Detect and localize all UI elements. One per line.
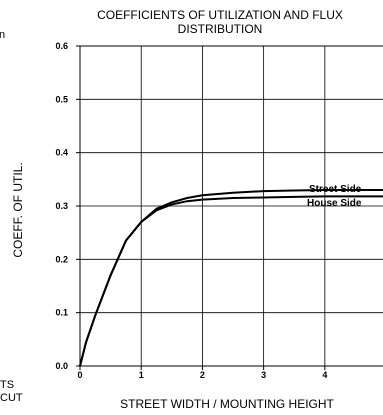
y-tick-label: 0.4 (55, 148, 68, 158)
x-tick-label: 4 (322, 370, 327, 380)
y-tick-label: 0.5 (55, 94, 68, 104)
y-tick-label: 0.6 (55, 41, 68, 51)
x-tick-label: 0 (77, 370, 82, 380)
house-side-label: House Side (307, 198, 362, 209)
chart-title: COEFFICIENTS OF UTILIZATION AND FLUX DIS… (20, 8, 383, 36)
house-side-line (79, 195, 383, 367)
street-side-label: Street Side (309, 184, 362, 195)
y-tick-label: 0.3 (55, 201, 68, 211)
chart-title-line-2: DISTRIBUTION (177, 22, 263, 36)
chart-title-line-1: COEFFICIENTS OF UTILIZATION AND FLUX (97, 8, 343, 22)
cut-off-text-fragment: TS (0, 379, 15, 391)
x-tick-label: 2 (200, 370, 205, 380)
y-tick-label: 0.2 (55, 254, 68, 264)
y-tick-label: 0.0 (55, 361, 68, 371)
cut-off-text-fragment: CUT (0, 392, 23, 404)
x-tick-label: 1 (139, 370, 144, 380)
y-tick-label: 0.1 (55, 308, 68, 318)
cut-off-text-fragment: n (0, 29, 6, 41)
x-axis-label: STREET WIDTH / MOUNTING HEIGHT (120, 397, 334, 411)
x-tick-label: 3 (261, 370, 266, 380)
street-side-line (79, 189, 383, 367)
